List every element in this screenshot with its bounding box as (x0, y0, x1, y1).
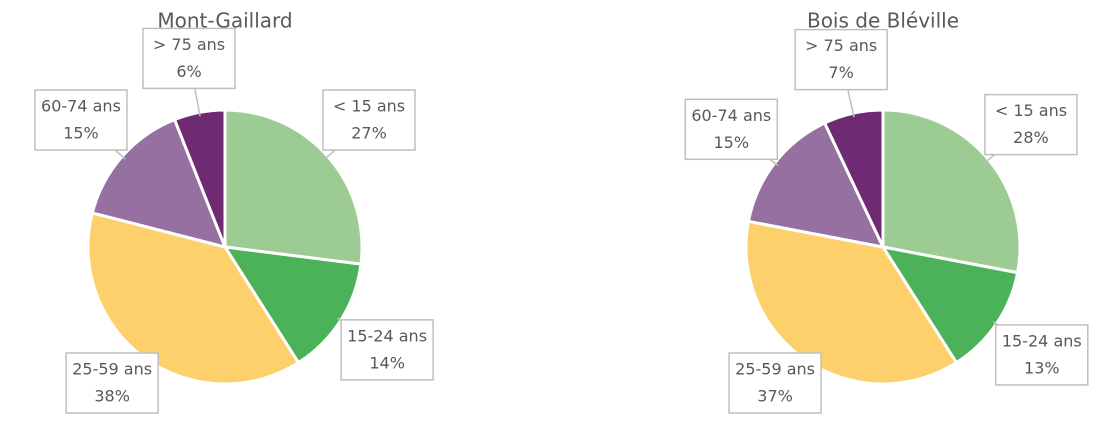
value-label: 13% (1024, 358, 1060, 377)
value-label: 38% (94, 387, 130, 406)
callout-box (794, 28, 888, 91)
category-label: < 15 ans (995, 101, 1067, 120)
callout-box (34, 89, 128, 151)
callout-box (322, 89, 416, 151)
category-label: 15-24 ans (347, 326, 427, 345)
callout-box (995, 324, 1089, 386)
category-label: < 15 ans (333, 97, 405, 116)
callout-box (340, 319, 434, 381)
category-label: > 75 ans (805, 36, 877, 55)
value-label: 7% (828, 63, 853, 82)
value-label: 27% (351, 124, 387, 143)
category-label: > 75 ans (153, 35, 225, 54)
callout-box (684, 98, 779, 161)
value-label: 28% (1013, 128, 1049, 147)
category-label: 60-74 ans (41, 97, 121, 116)
value-label: 6% (176, 62, 201, 81)
callout-box (142, 27, 236, 90)
callout-box (728, 352, 822, 414)
chart-title: Bois de Bléville (807, 9, 959, 33)
category-label: 25-59 ans (72, 360, 152, 379)
value-label: 15% (714, 133, 750, 152)
value-label: 37% (757, 387, 793, 406)
category-label: 60-74 ans (691, 106, 771, 125)
value-label: 14% (369, 353, 405, 372)
category-label: 15-24 ans (1002, 331, 1082, 350)
callout-box (984, 93, 1078, 156)
category-label: 25-59 ans (735, 360, 815, 379)
callout-box (65, 352, 159, 414)
value-label: 15% (63, 124, 99, 143)
